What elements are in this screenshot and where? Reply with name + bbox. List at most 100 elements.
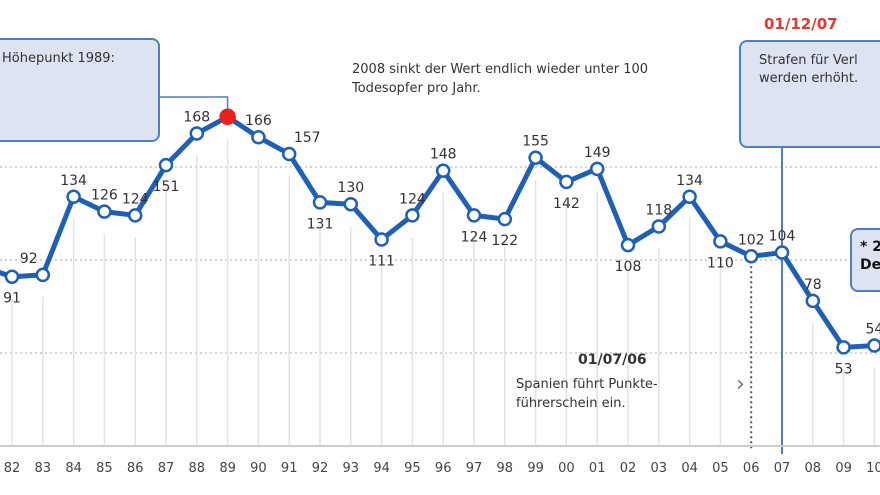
x-tick-label: 90 [250, 461, 267, 476]
data-point [774, 245, 790, 260]
data-label: 130 [337, 180, 364, 196]
data-label: 126 [91, 188, 118, 204]
data-label: 134 [676, 173, 703, 189]
data-point [805, 293, 821, 309]
x-tick-label: 82 [4, 461, 21, 476]
note-2008-line2: Todesopfer pro Jahr. [352, 81, 481, 96]
x-tick-label: 87 [158, 461, 175, 476]
data-label: 110 [707, 255, 734, 271]
data-label: 118 [645, 203, 672, 219]
chevron-right-icon: › [736, 372, 745, 397]
data-label: 131 [307, 216, 334, 232]
x-tick-label: 08 [805, 461, 822, 476]
data-point [651, 219, 667, 234]
x-tick-label: 00 [558, 461, 575, 476]
date-jul06: 01/07/06 [578, 352, 647, 368]
data-point [97, 204, 112, 219]
data-label: 157 [294, 130, 321, 146]
data-point [559, 174, 574, 190]
date-dec07: 01/12/07 [764, 15, 838, 33]
x-tick-label: 86 [127, 461, 144, 476]
data-point [620, 237, 636, 253]
data-point [251, 129, 266, 145]
data-point [466, 208, 482, 223]
x-tick-label: 94 [373, 461, 390, 476]
note-2008: 2008 sinkt der Wert endlich wieder unter… [352, 60, 648, 98]
x-tick-label: 92 [312, 461, 329, 476]
small-annotation-box: * 2 De [850, 228, 880, 292]
data-label: 54 [865, 322, 880, 338]
note-2008-line1: 2008 sinkt der Wert endlich wieder unter… [352, 62, 649, 77]
x-tick-label: 06 [743, 461, 760, 476]
data-point [867, 338, 880, 353]
data-point [312, 195, 328, 210]
peak-annotation-text: Höhepunkt 1989: [2, 51, 115, 66]
x-tick-label: 84 [65, 461, 82, 476]
x-tick-label: 98 [497, 461, 514, 476]
x-tick-label: 85 [96, 461, 113, 476]
data-label: 124 [399, 191, 426, 207]
data-label: 149 [584, 145, 611, 161]
data-point [497, 211, 513, 227]
x-tick-label: 04 [681, 461, 698, 476]
data-point [435, 163, 451, 178]
x-tick-label: 88 [189, 461, 206, 476]
data-label: 102 [738, 232, 765, 248]
data-label: 111 [368, 254, 395, 270]
data-label: 134 [60, 173, 87, 189]
data-point [66, 189, 81, 205]
dec07-line2: werden erhöht. [759, 71, 859, 86]
data-label: 124 [461, 229, 488, 245]
x-tick-label: 09 [835, 461, 852, 476]
x-tick-label: 10 [866, 461, 880, 476]
x-tick-label: 97 [466, 461, 483, 476]
x-tick-label: 02 [620, 461, 637, 476]
data-point [743, 249, 759, 264]
x-tick-label: 89 [219, 461, 236, 476]
data-label: 108 [615, 259, 642, 275]
data-label: 155 [522, 134, 549, 150]
data-label: 91 [3, 291, 21, 307]
data-label: 104 [769, 229, 796, 245]
x-tick-label: 93 [343, 461, 360, 476]
data-point [713, 234, 728, 249]
peak-annotation-box: Höhepunkt 1989: [0, 38, 160, 142]
data-label: 78 [804, 277, 822, 293]
data-point [158, 157, 174, 173]
x-tick-label: 83 [35, 461, 52, 476]
x-tick-label: 96 [435, 461, 452, 476]
note-jul06-line1: Spanien führt Punkte- [516, 377, 658, 392]
data-point [528, 150, 543, 165]
data-label: 168 [183, 110, 210, 126]
x-tick-label: 91 [281, 461, 298, 476]
data-label: 166 [245, 113, 272, 129]
small-box-line1: * 2 [860, 239, 880, 255]
x-tick-label: 07 [774, 461, 791, 476]
note-jul06: Spanien führt Punkte- führerschein ein. [516, 375, 658, 413]
data-point [589, 161, 605, 177]
dec07-annotation-box: Strafen für Verl werden erhöht. [739, 40, 880, 148]
data-point [374, 232, 389, 247]
note-jul06-line2: führerschein ein. [516, 396, 626, 411]
data-point [4, 269, 20, 284]
data-point [343, 196, 359, 212]
peak-point [219, 108, 236, 126]
data-point [127, 208, 143, 223]
small-box-line2: De [860, 257, 880, 273]
data-point [189, 126, 205, 141]
data-label: 151 [153, 179, 180, 195]
x-tick-label: 05 [712, 461, 729, 476]
data-label: 53 [835, 361, 853, 377]
x-tick-label: 99 [527, 461, 544, 476]
data-point [682, 189, 697, 205]
data-label: 122 [491, 233, 518, 249]
data-point [836, 340, 851, 355]
dec07-line1: Strafen für Verl [759, 53, 858, 68]
x-tick-label: 95 [404, 461, 421, 476]
data-point [281, 146, 297, 162]
data-point [405, 208, 420, 223]
data-label: 142 [553, 196, 580, 212]
x-tick-label: 03 [651, 461, 668, 476]
